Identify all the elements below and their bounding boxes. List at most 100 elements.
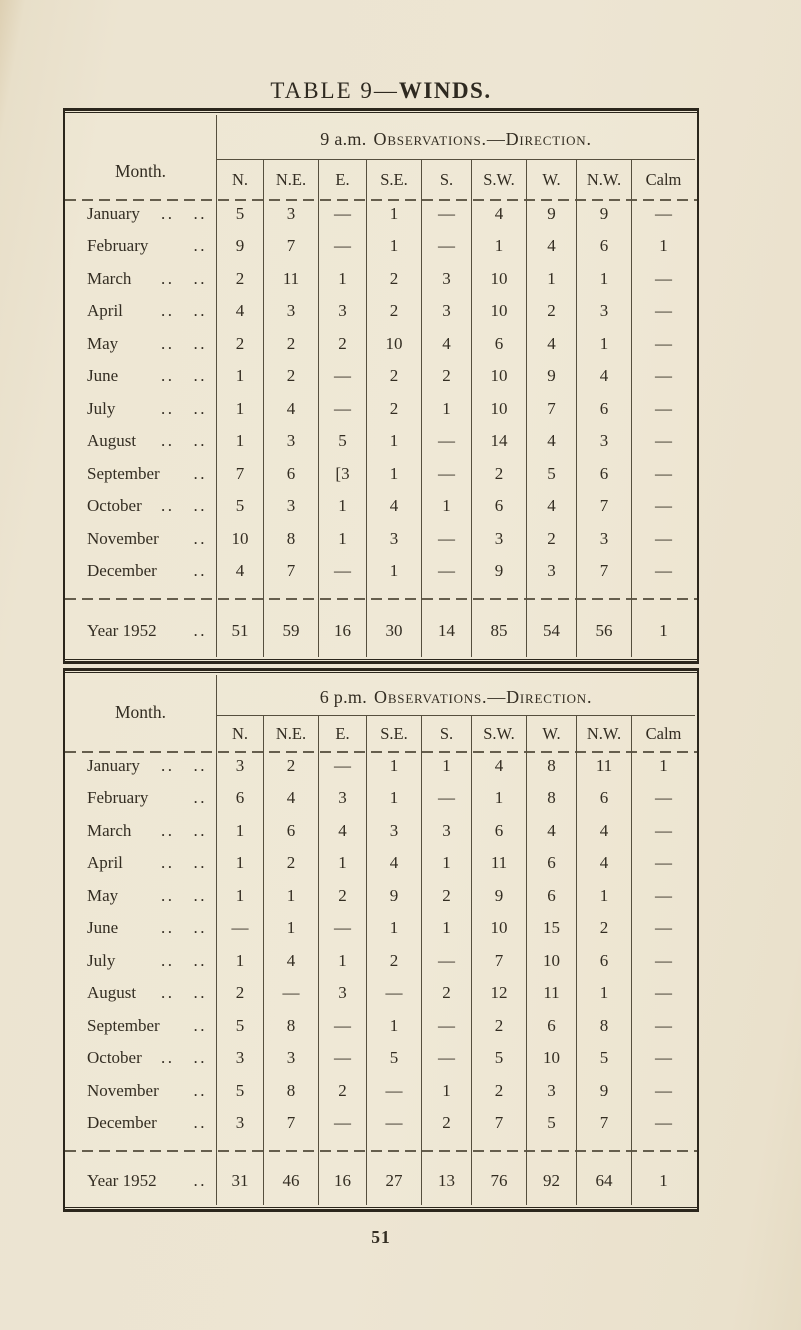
value-cell: 1 [235, 398, 245, 418]
value-cell: 2 [235, 333, 245, 353]
value-cell: 6 [471, 327, 526, 360]
year-total-value-cell: 85 [471, 587, 526, 657]
column-header: N. [217, 715, 263, 749]
value-cell: 4 [421, 327, 471, 360]
value-cell: — [631, 944, 695, 977]
value-cell: 11 [576, 749, 631, 782]
column-header: S.E. [366, 715, 421, 749]
value-cell: 3 [235, 1048, 245, 1068]
caption-time-label: 6 p.m. [319, 687, 368, 707]
value-cell: 7 [235, 463, 245, 483]
month-label-cell: July.... [65, 944, 217, 977]
leader-dots-end: .. [193, 1048, 207, 1068]
column-header: E. [318, 159, 366, 197]
month-name: July [87, 950, 116, 970]
value-cell: 1 [421, 489, 471, 522]
month-label-cell: March.... [65, 814, 217, 847]
value-cell: — [318, 1106, 366, 1139]
page-title-prefix: TABLE 9— [270, 78, 399, 103]
dashed-rule [65, 199, 697, 201]
value-cell: 4 [366, 489, 421, 522]
value-cell: 2 [421, 976, 471, 1009]
month-name: January [87, 755, 140, 775]
column-header: S.W. [471, 715, 526, 749]
value-cell: 4 [235, 561, 245, 581]
value-cell: 5 [471, 1041, 526, 1074]
year-total-value-cell: 51 [231, 620, 249, 640]
value-cell: 2 [263, 359, 318, 392]
page-title-emphasis: WINDS. [398, 78, 492, 103]
value-cell: 2 [263, 846, 318, 879]
value-cell: 5 [576, 1041, 631, 1074]
winds-table-9am: Month. 9 a.m. Observations.—Direction. N.… [63, 108, 699, 664]
month-name: April [87, 301, 123, 321]
value-cell: 1 [318, 262, 366, 295]
dashed-rule [65, 598, 697, 600]
value-cell: 9 [366, 879, 421, 912]
leader-dots-mid: .. [161, 1048, 175, 1068]
value-cell: — [421, 554, 471, 587]
value-cell: 1 [318, 489, 366, 522]
leader-dots-end: .. [193, 561, 207, 581]
value-cell: — [421, 229, 471, 262]
column-header: N.W. [576, 715, 631, 749]
value-cell: — [263, 976, 318, 1009]
month-label-cell: February.. [65, 781, 217, 814]
value-cell: 5 [235, 1015, 245, 1035]
value-cell: 3 [318, 781, 366, 814]
month-column-header: Month. [65, 675, 217, 749]
leader-dots-end: .. [193, 398, 207, 418]
value-cell: — [631, 911, 695, 944]
value-cell: 1 [366, 424, 421, 457]
value-cell: 6 [576, 944, 631, 977]
month-name: March [87, 820, 132, 840]
value-cell: — [631, 522, 695, 555]
value-cell: 1 [366, 1009, 421, 1042]
value-cell: 1 [366, 749, 421, 782]
leader-dots-mid: .. [161, 268, 175, 288]
value-cell: 2 [471, 1074, 526, 1107]
value-cell: 1 [526, 262, 576, 295]
table-grid: Month. 6 p.m. Observations.—Direction. N.… [65, 675, 697, 1205]
value-cell: 3 [576, 294, 631, 327]
leader-dots-mid: .. [161, 885, 175, 905]
value-cell: — [631, 554, 695, 587]
value-cell: 6 [576, 392, 631, 425]
month-label-cell: September.. [65, 1009, 217, 1042]
value-cell: 9 [471, 554, 526, 587]
dashed-rule [65, 751, 697, 753]
leader-dots-end: .. [193, 1170, 207, 1190]
column-header: S.W. [471, 159, 526, 197]
year-total-value-cell: 59 [263, 587, 318, 657]
value-cell: 4 [263, 944, 318, 977]
value-cell: — [631, 879, 695, 912]
value-cell: 2 [526, 294, 576, 327]
value-cell: 2 [471, 1009, 526, 1042]
value-cell: 11 [263, 262, 318, 295]
value-cell: 4 [526, 327, 576, 360]
value-cell: 4 [366, 846, 421, 879]
column-header: Calm [631, 715, 695, 749]
value-cell: 1 [421, 1074, 471, 1107]
month-name: June [87, 366, 119, 386]
month-name: November [87, 1080, 159, 1100]
value-cell: 3 [263, 424, 318, 457]
year-total-value-cell: 14 [421, 587, 471, 657]
value-cell: 2 [318, 327, 366, 360]
year-total-value-cell: 27 [366, 1139, 421, 1205]
value-cell: 1 [235, 853, 245, 873]
value-cell: — [631, 359, 695, 392]
column-header: N.E. [263, 715, 318, 749]
value-cell: 1 [235, 820, 245, 840]
value-cell: 10 [526, 1041, 576, 1074]
column-header: S.E. [366, 159, 421, 197]
value-cell: — [631, 392, 695, 425]
value-cell: — [631, 1041, 695, 1074]
value-cell: 7 [576, 554, 631, 587]
value-cell: — [318, 229, 366, 262]
value-cell: — [631, 1106, 695, 1139]
value-cell: 3 [526, 554, 576, 587]
value-cell: 2 [366, 359, 421, 392]
column-header: E. [318, 715, 366, 749]
year-total-label: Year 1952 [87, 1170, 157, 1190]
